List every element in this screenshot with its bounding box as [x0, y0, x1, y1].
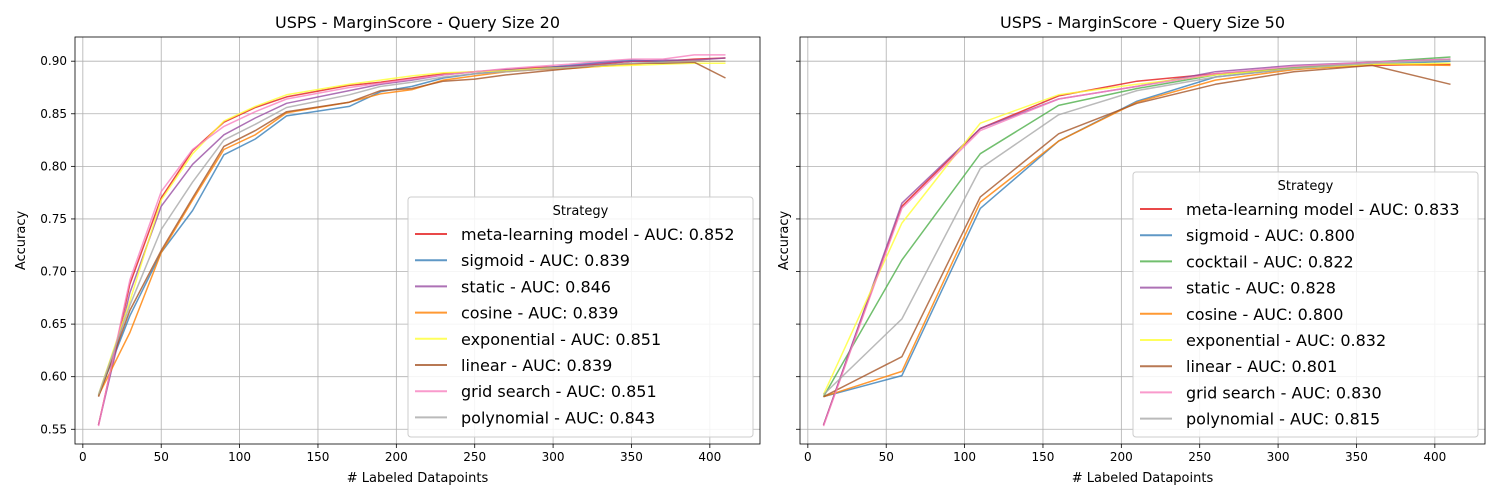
- legend-entry-5: exponential - AUC: 0.851: [461, 330, 661, 349]
- x-tick-label: 0: [79, 450, 87, 464]
- legend-entry-7: linear - AUC: 0.801: [1186, 357, 1337, 376]
- series-line-2: [97, 59, 726, 396]
- x-tick-label: 50: [154, 450, 169, 464]
- legend-title: Strategy: [553, 204, 609, 219]
- x-tick-label: 400: [698, 450, 721, 464]
- y-tick-label: 0.70: [40, 265, 67, 279]
- legend-entry-5: cosine - AUC: 0.800: [1186, 305, 1343, 324]
- y-tick-label: 0.80: [40, 159, 67, 173]
- legend-entry-7: grid search - AUC: 0.851: [461, 382, 657, 401]
- x-tick-label: 0: [804, 450, 812, 464]
- legend-entry-1: meta-learning model - AUC: 0.833: [1186, 200, 1460, 219]
- x-tick-label: 100: [228, 450, 251, 464]
- chart-panel-2: 0 50 100 150 200 250 300 350 400 USPS - MarginSco…: [777, 13, 1486, 486]
- x-tick-label: 150: [1032, 450, 1055, 464]
- legend-entry-9: polynomial - AUC: 0.815: [1186, 410, 1380, 429]
- y-tick-label: 0.60: [40, 370, 67, 384]
- legend-box: [407, 196, 754, 438]
- y-tick-label: 0.75: [40, 212, 67, 226]
- series-line-8: [97, 60, 726, 395]
- x-tick-label: 50: [879, 450, 894, 464]
- y-tick-label: 0.85: [40, 107, 67, 121]
- x-tick-label: 150: [307, 450, 330, 464]
- legend-entry-2: sigmoid - AUC: 0.839: [461, 251, 630, 270]
- x-tick-label: 400: [1423, 450, 1446, 464]
- x-tick-label: 250: [463, 450, 486, 464]
- series-line-7: [823, 64, 1451, 398]
- x-tick-label: 200: [1110, 450, 1133, 464]
- legend-entry-3: cocktail - AUC: 0.822: [1186, 252, 1354, 271]
- legend: Strategy meta-learning model - AUC: 0.833…: [1132, 171, 1479, 438]
- chart-title: USPS - MarginScore - Query Size 50: [1000, 13, 1285, 32]
- axes-frame: [74, 36, 761, 445]
- y-axis-label: Accuracy: [777, 211, 792, 271]
- y-axis-label: Accuracy: [14, 211, 29, 271]
- x-tick-label: 100: [953, 450, 976, 464]
- x-axis-label: # Labeled Datapoints: [347, 471, 489, 486]
- legend-entry-6: linear - AUC: 0.839: [461, 356, 612, 375]
- legend-entry-8: grid search - AUC: 0.830: [1186, 383, 1382, 402]
- chart-title: USPS - MarginScore - Query Size 20: [275, 13, 560, 32]
- legend-entry-2: sigmoid - AUC: 0.800: [1186, 226, 1355, 245]
- x-tick-label: 200: [385, 450, 408, 464]
- x-axis-label: # Labeled Datapoints: [1072, 471, 1214, 486]
- series-line-7: [97, 54, 726, 427]
- y-tick-label: 0.55: [40, 422, 67, 436]
- legend-entry-3: static - AUC: 0.846: [461, 277, 611, 296]
- x-tick-label: 350: [1345, 450, 1368, 464]
- legend-entry-8: polynomial - AUC: 0.843: [461, 408, 655, 427]
- series-line-9: [822, 59, 1451, 396]
- legend-title: Strategy: [1278, 179, 1334, 194]
- legend: Strategy meta-learning model - AUC: 0.852…: [407, 196, 754, 438]
- x-tick-label: 300: [542, 450, 565, 464]
- legend-entry-1: meta-learning model - AUC: 0.852: [461, 225, 735, 244]
- legend-entry-4: static - AUC: 0.828: [1186, 279, 1336, 298]
- axes-frame: [799, 36, 1486, 445]
- y-tick-label: 0.90: [40, 54, 67, 68]
- y-tick-label: 0.65: [40, 317, 67, 331]
- series-line-5: [97, 62, 726, 395]
- chart-panel-1: 0 50 100 150 200 250 300 350 400 0.55 0.60 0.65 0.70…: [14, 13, 761, 486]
- series-line-8: [822, 58, 1451, 427]
- legend-entry-6: exponential - AUC: 0.832: [1186, 331, 1386, 350]
- legend-entry-4: cosine - AUC: 0.839: [461, 304, 618, 323]
- x-tick-label: 350: [620, 450, 643, 464]
- x-tick-label: 250: [1188, 450, 1211, 464]
- legend-box: [1132, 171, 1479, 438]
- x-tick-label: 300: [1267, 450, 1290, 464]
